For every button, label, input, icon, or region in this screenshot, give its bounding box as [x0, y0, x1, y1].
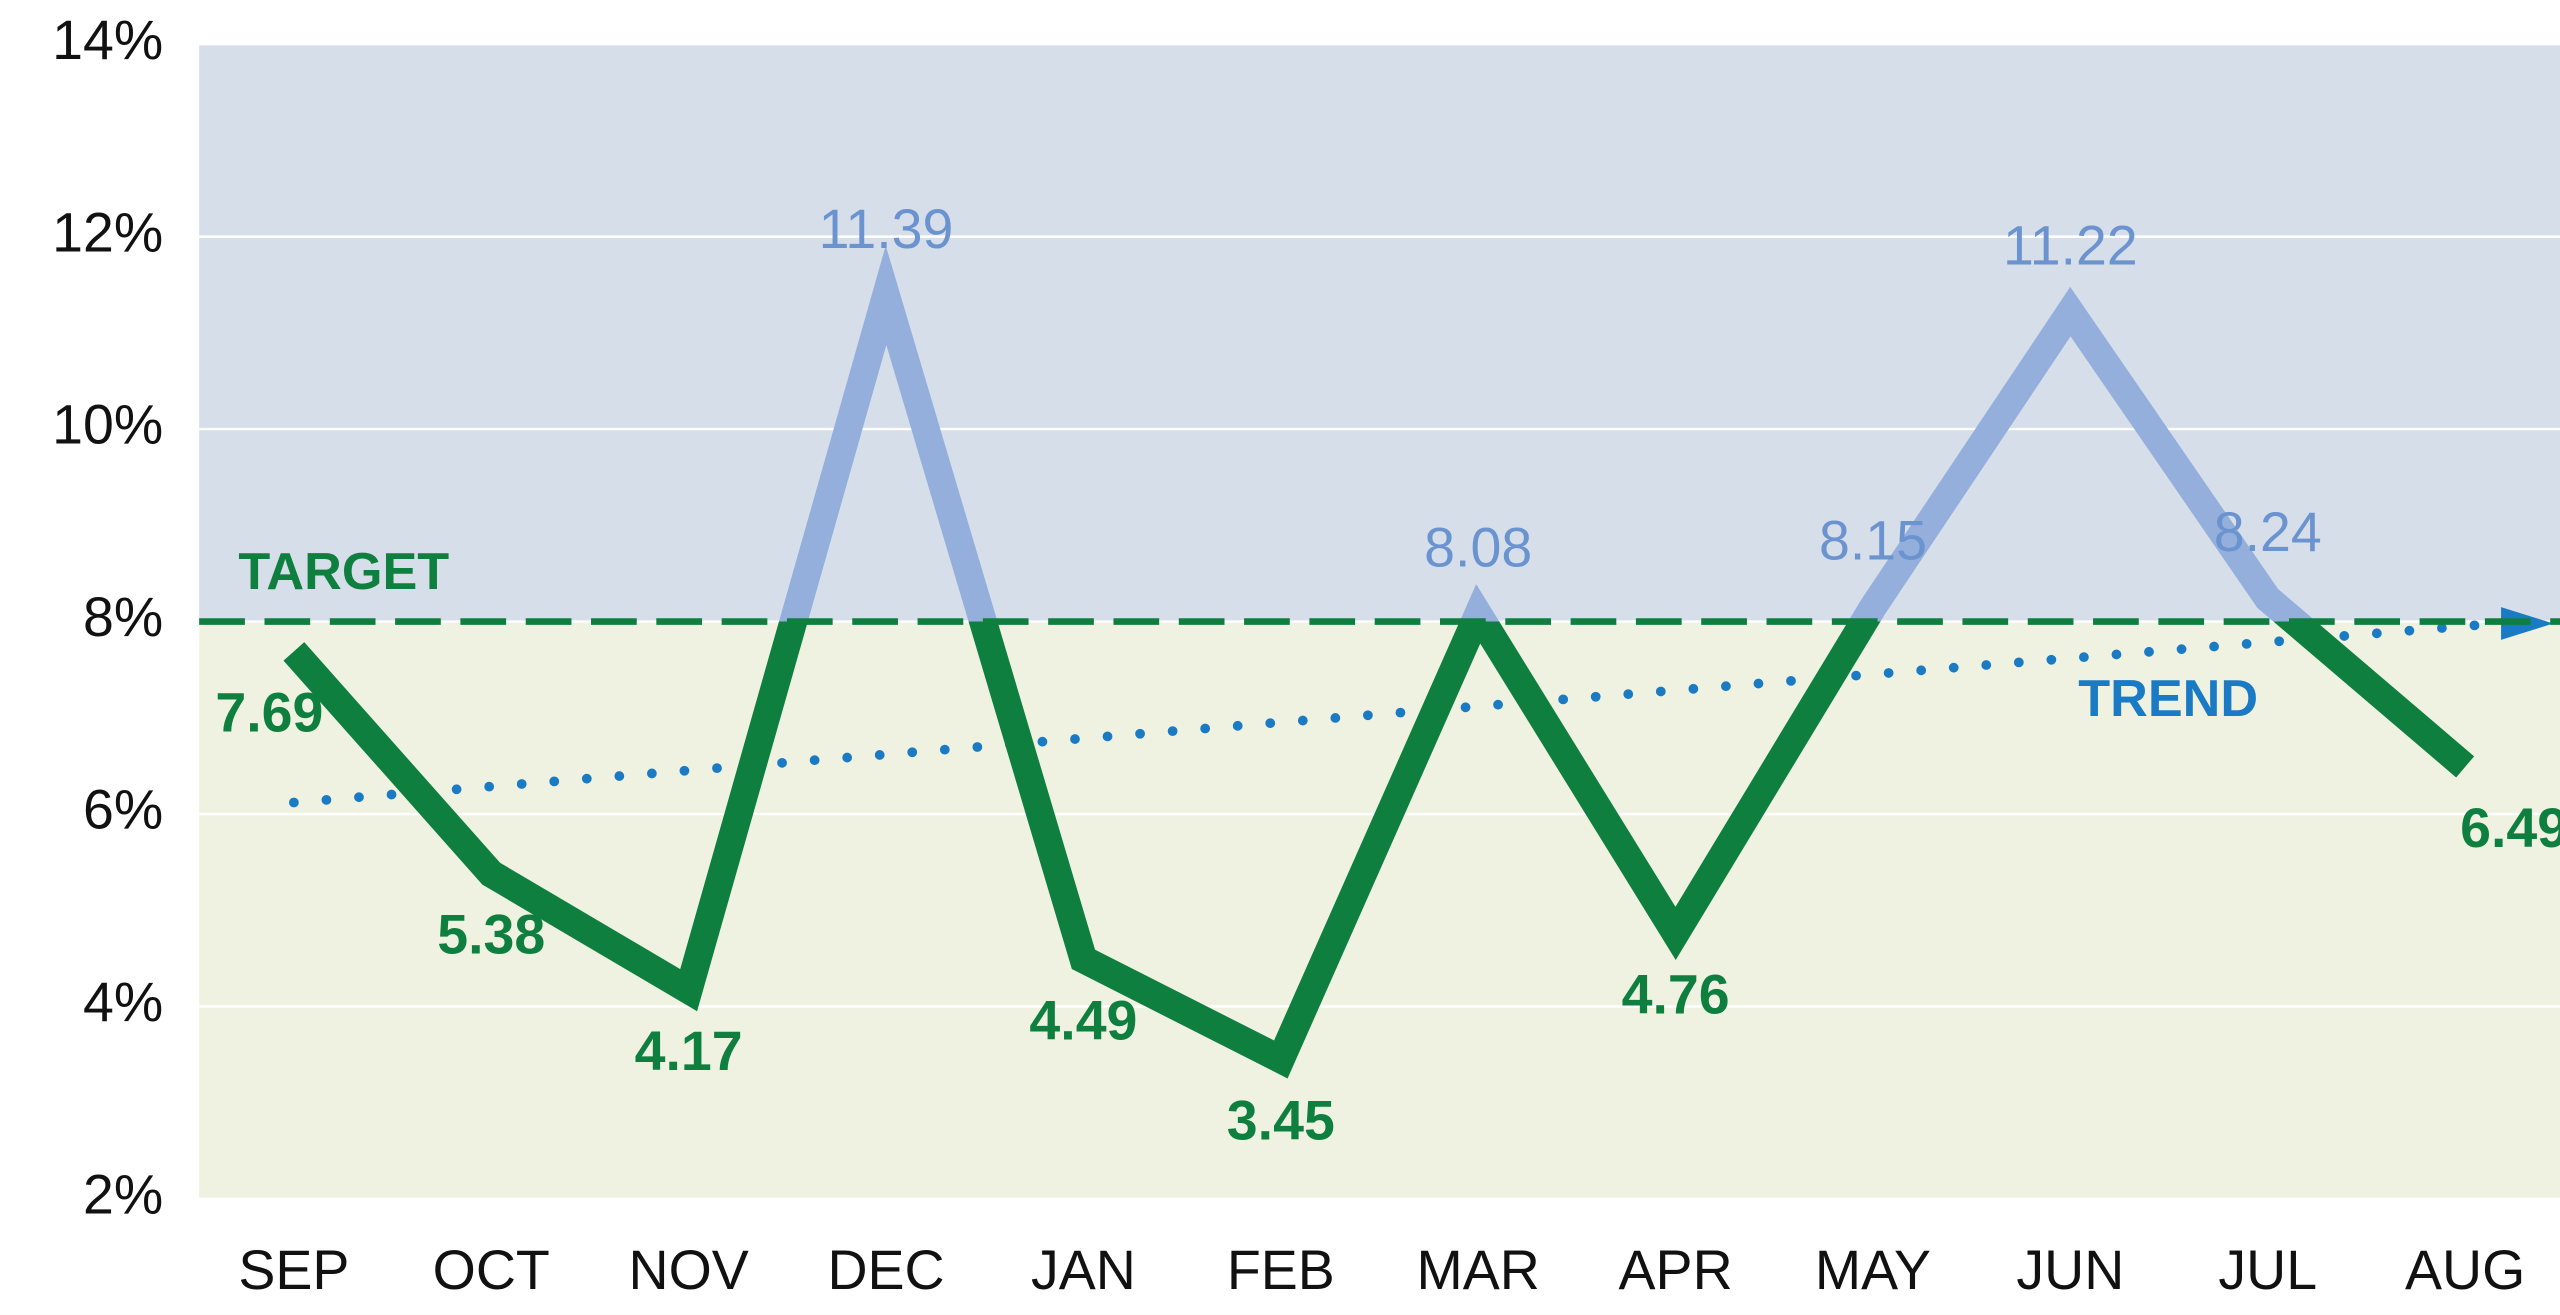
- y-tick-label: 4%: [83, 971, 163, 1033]
- line-above-target: [778, 245, 2317, 622]
- x-tick-label: JAN: [1031, 1239, 1136, 1301]
- data-label: 7.69: [215, 681, 323, 743]
- x-tick-label: JUN: [2016, 1239, 2124, 1301]
- data-label: 3.45: [1227, 1089, 1335, 1151]
- band-below-target: [199, 621, 2560, 1200]
- target-label: TARGET: [238, 543, 449, 601]
- data-label: 6.49: [2460, 797, 2560, 859]
- data-label: 8.24: [2214, 501, 2322, 563]
- data-label: 5.38: [437, 904, 545, 966]
- x-tick-label: JUL: [2218, 1239, 2317, 1301]
- data-label: 4.49: [1029, 989, 1137, 1051]
- y-tick-label: 8%: [83, 586, 163, 648]
- data-label: 4.76: [1622, 963, 1730, 1025]
- y-tick-label: 2%: [83, 1164, 163, 1226]
- x-tick-label: DEC: [827, 1239, 944, 1301]
- data-label: 11.22: [2003, 214, 2138, 276]
- x-tick-label: APR: [1619, 1239, 1733, 1301]
- x-tick-label: MAR: [1417, 1239, 1540, 1301]
- data-label: 8.08: [1424, 516, 1532, 578]
- trend-label: TREND: [2078, 670, 2258, 728]
- x-tick-label: FEB: [1227, 1239, 1335, 1301]
- x-tick-label: NOV: [629, 1239, 749, 1301]
- y-tick-label: 12%: [52, 201, 163, 263]
- data-label: 11.39: [819, 198, 954, 260]
- x-tick-label: MAY: [1815, 1239, 1931, 1301]
- line-below-target: [283, 621, 2475, 1079]
- x-tick-label: SEP: [238, 1239, 349, 1301]
- data-label: 4.17: [635, 1020, 743, 1082]
- y-tick-label: 6%: [83, 779, 163, 841]
- y-tick-label: 14%: [52, 9, 163, 71]
- x-tick-label: AUG: [2405, 1239, 2525, 1301]
- trend-line: [288, 618, 2503, 808]
- data-label: 8.15: [1819, 510, 1927, 572]
- band-above-target: [199, 44, 2560, 622]
- x-tick-label: OCT: [433, 1239, 550, 1301]
- y-tick-label: 10%: [52, 394, 163, 456]
